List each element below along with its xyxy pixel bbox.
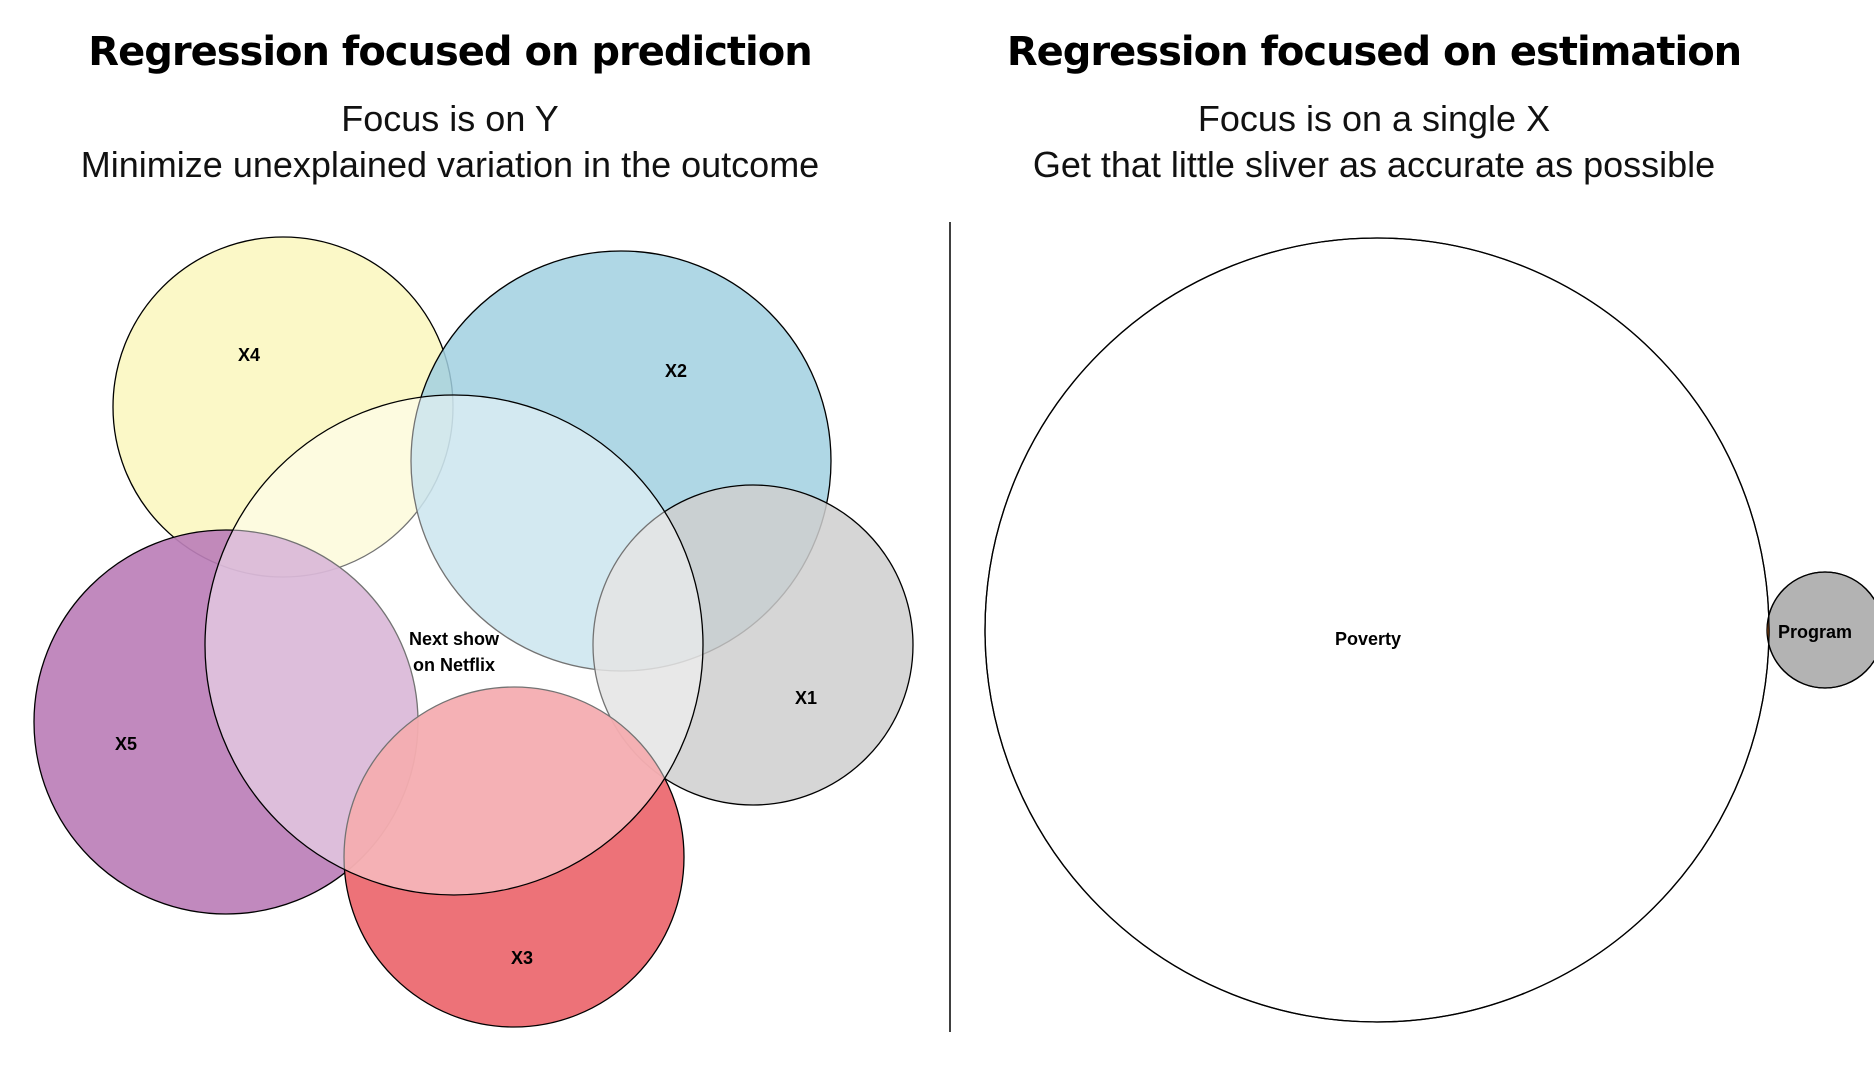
right-panel-header: Regression focused on estimation Focus i… [924, 28, 1824, 188]
left-panel-title: Regression focused on prediction [88, 29, 812, 75]
x3-label: X3 [511, 948, 533, 968]
right-panel-subtitle-line-1: Focus is on a single X [1197, 98, 1551, 139]
x1-label: X1 [795, 688, 817, 708]
poverty-label: Poverty [1335, 629, 1401, 649]
outcome-ellipse [204, 394, 704, 896]
right-panel-title: Regression focused on estimation [1006, 29, 1742, 75]
left-panel-subtitle-line-1: Focus is on Y [341, 98, 559, 139]
x5-label: X5 [115, 734, 137, 754]
left-panel-header: Regression focused on prediction Focus i… [0, 28, 900, 188]
outcome-label-line-1: Next show [409, 629, 500, 649]
x2-label: X2 [665, 361, 687, 381]
x1-circle [592, 484, 914, 806]
prediction-venn: X4 X2 X1 X5 X3 Next show on Netflix [33, 236, 914, 1028]
outcome-label-line-2: on Netflix [413, 655, 495, 675]
estimation-venn: Poverty Program [984, 237, 1874, 1023]
right-panel-subtitle-line-2: Get that little sliver as accurate as po… [1032, 144, 1716, 185]
x4-label: X4 [238, 345, 260, 365]
program-circle-outline [1766, 571, 1874, 689]
program-label: Program [1778, 622, 1852, 642]
left-panel-subtitle-line-2: Minimize unexplained variation in the ou… [80, 144, 820, 185]
x3-circle [343, 686, 685, 1028]
poverty-circle-outline [984, 237, 1770, 1023]
